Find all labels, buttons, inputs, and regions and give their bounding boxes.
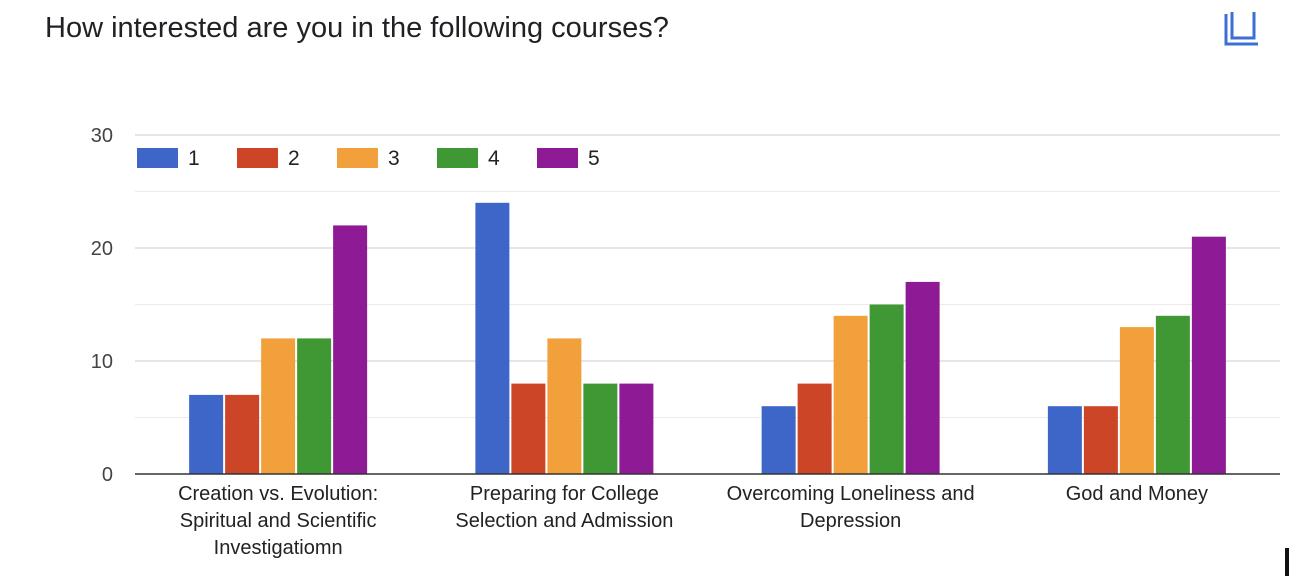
y-tick-label: 10 xyxy=(91,351,113,373)
legend-label-4: 4 xyxy=(488,147,500,170)
legend-label-5: 5 xyxy=(588,147,600,170)
legend-swatch-3[interactable] xyxy=(337,148,378,168)
bar-series-2-category-4[interactable] xyxy=(1083,406,1118,474)
copy-chart-icon xyxy=(1224,12,1258,46)
legend-swatch-5[interactable] xyxy=(537,148,578,168)
x-axis-labels: Creation vs. Evolution: Spiritual and Sci… xyxy=(178,483,1208,559)
bar-series-4-category-4[interactable] xyxy=(1155,315,1190,474)
y-tick-label: 30 xyxy=(91,125,113,147)
copy-chart-button[interactable] xyxy=(1220,10,1260,50)
bar-series-4-category-1[interactable] xyxy=(297,338,332,474)
bar-series-3-category-3[interactable] xyxy=(833,315,868,474)
x-category-label: Preparing for College Selection and Admis… xyxy=(455,483,673,532)
bar-series-2-category-3[interactable] xyxy=(797,383,832,474)
x-category-label: God and Money xyxy=(1066,483,1208,505)
page-title: How interested are you in the following … xyxy=(45,12,669,44)
y-tick-label: 20 xyxy=(91,238,113,260)
bars xyxy=(189,202,1226,475)
legend-swatch-2[interactable] xyxy=(237,148,278,168)
text-cursor xyxy=(1285,548,1289,576)
bar-series-5-category-2[interactable] xyxy=(619,383,654,474)
bar-series-5-category-4[interactable] xyxy=(1191,236,1226,474)
y-axis-ticks: 0 10 20 30 xyxy=(91,125,113,486)
bar-series-3-category-4[interactable] xyxy=(1119,327,1154,474)
bar-series-3-category-2[interactable] xyxy=(547,338,582,474)
x-category-label: Overcoming Loneliness and Depression xyxy=(727,483,975,532)
bar-series-4-category-3[interactable] xyxy=(869,304,904,475)
legend-label-1: 1 xyxy=(188,147,200,170)
legend: 1 2 3 4 5 xyxy=(137,147,600,170)
legend-swatch-4[interactable] xyxy=(437,148,478,168)
bar-series-5-category-3[interactable] xyxy=(905,281,940,474)
legend-label-3: 3 xyxy=(388,147,400,170)
bar-series-1-category-3[interactable] xyxy=(761,406,796,474)
bar-series-4-category-2[interactable] xyxy=(583,383,618,474)
bar-series-3-category-1[interactable] xyxy=(261,338,296,474)
bar-series-1-category-2[interactable] xyxy=(475,202,510,475)
bar-series-1-category-4[interactable] xyxy=(1047,406,1082,474)
legend-label-2: 2 xyxy=(288,147,300,170)
bar-series-2-category-1[interactable] xyxy=(225,394,260,474)
bar-series-5-category-1[interactable] xyxy=(333,225,368,474)
legend-swatch-1[interactable] xyxy=(137,148,178,168)
bar-series-1-category-1[interactable] xyxy=(189,394,224,474)
x-category-label: Creation vs. Evolution: Spiritual and Sci… xyxy=(178,483,378,559)
bar-series-2-category-2[interactable] xyxy=(511,383,546,474)
y-tick-label: 0 xyxy=(102,464,113,486)
